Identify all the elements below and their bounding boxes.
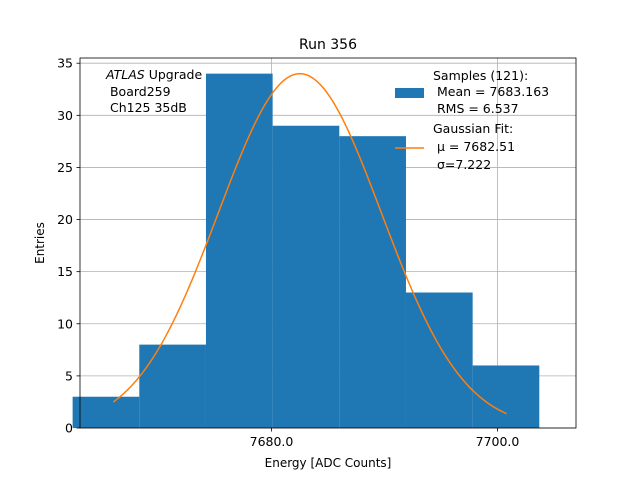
chart-title: Run 356 xyxy=(299,37,357,53)
plot-frame xyxy=(79,57,577,429)
legend-fit-mu: μ = 7682.51 xyxy=(433,139,515,154)
histogram-bar xyxy=(472,365,540,428)
board-label: Board259 xyxy=(106,84,171,99)
svg-text:ATLAS Upgrade: ATLAS Upgrade xyxy=(105,67,202,82)
legend-fit-title: Gaussian Fit: xyxy=(433,121,513,136)
upgrade-label: Upgrade xyxy=(145,67,203,82)
atlas-label: ATLAS xyxy=(105,67,145,82)
y-tick-label: 0 xyxy=(65,421,73,436)
histogram-bar xyxy=(72,396,140,428)
y-tick-label: 20 xyxy=(57,212,73,227)
y-tick-label: 15 xyxy=(57,264,73,279)
annotation-text: ATLAS Upgrade Board259 Ch125 35dB xyxy=(105,67,202,115)
x-axis-ticks: 7680.0 7700.0 xyxy=(250,428,520,449)
histogram-bars xyxy=(72,73,540,429)
histogram-bar xyxy=(339,136,406,429)
y-axis-ticks: 0 5 10 15 20 25 30 35 xyxy=(57,56,80,436)
y-axis-label: Entries xyxy=(33,222,47,264)
histogram-bar xyxy=(205,73,273,429)
y-tick-label: 35 xyxy=(57,56,73,71)
y-tick-label: 10 xyxy=(57,316,73,331)
y-tick-label: 30 xyxy=(57,108,73,123)
legend-samples-title: Samples (121): xyxy=(433,68,528,83)
y-tick-label: 25 xyxy=(57,160,73,175)
legend-samples-mean: Mean = 7683.163 xyxy=(433,84,549,99)
x-tick-label: 7700.0 xyxy=(476,434,520,449)
legend-samples-rms: RMS = 6.537 xyxy=(433,101,519,116)
histogram-bar xyxy=(139,344,206,428)
channel-label: Ch125 35dB xyxy=(106,100,187,115)
histogram-bar xyxy=(405,292,473,428)
legend-fit-sigma: σ=7.222 xyxy=(433,157,491,172)
gaussian-fit-curve xyxy=(112,72,507,415)
x-tick-label: 7680.0 xyxy=(250,434,294,449)
legend-samples-swatch xyxy=(395,88,424,98)
y-tick-label: 5 xyxy=(65,368,73,383)
legend: Samples (121): Mean = 7683.163 RMS = 6.5… xyxy=(395,68,549,172)
histogram-bar xyxy=(272,125,340,429)
x-axis-label: Energy [ADC Counts] xyxy=(265,456,392,470)
